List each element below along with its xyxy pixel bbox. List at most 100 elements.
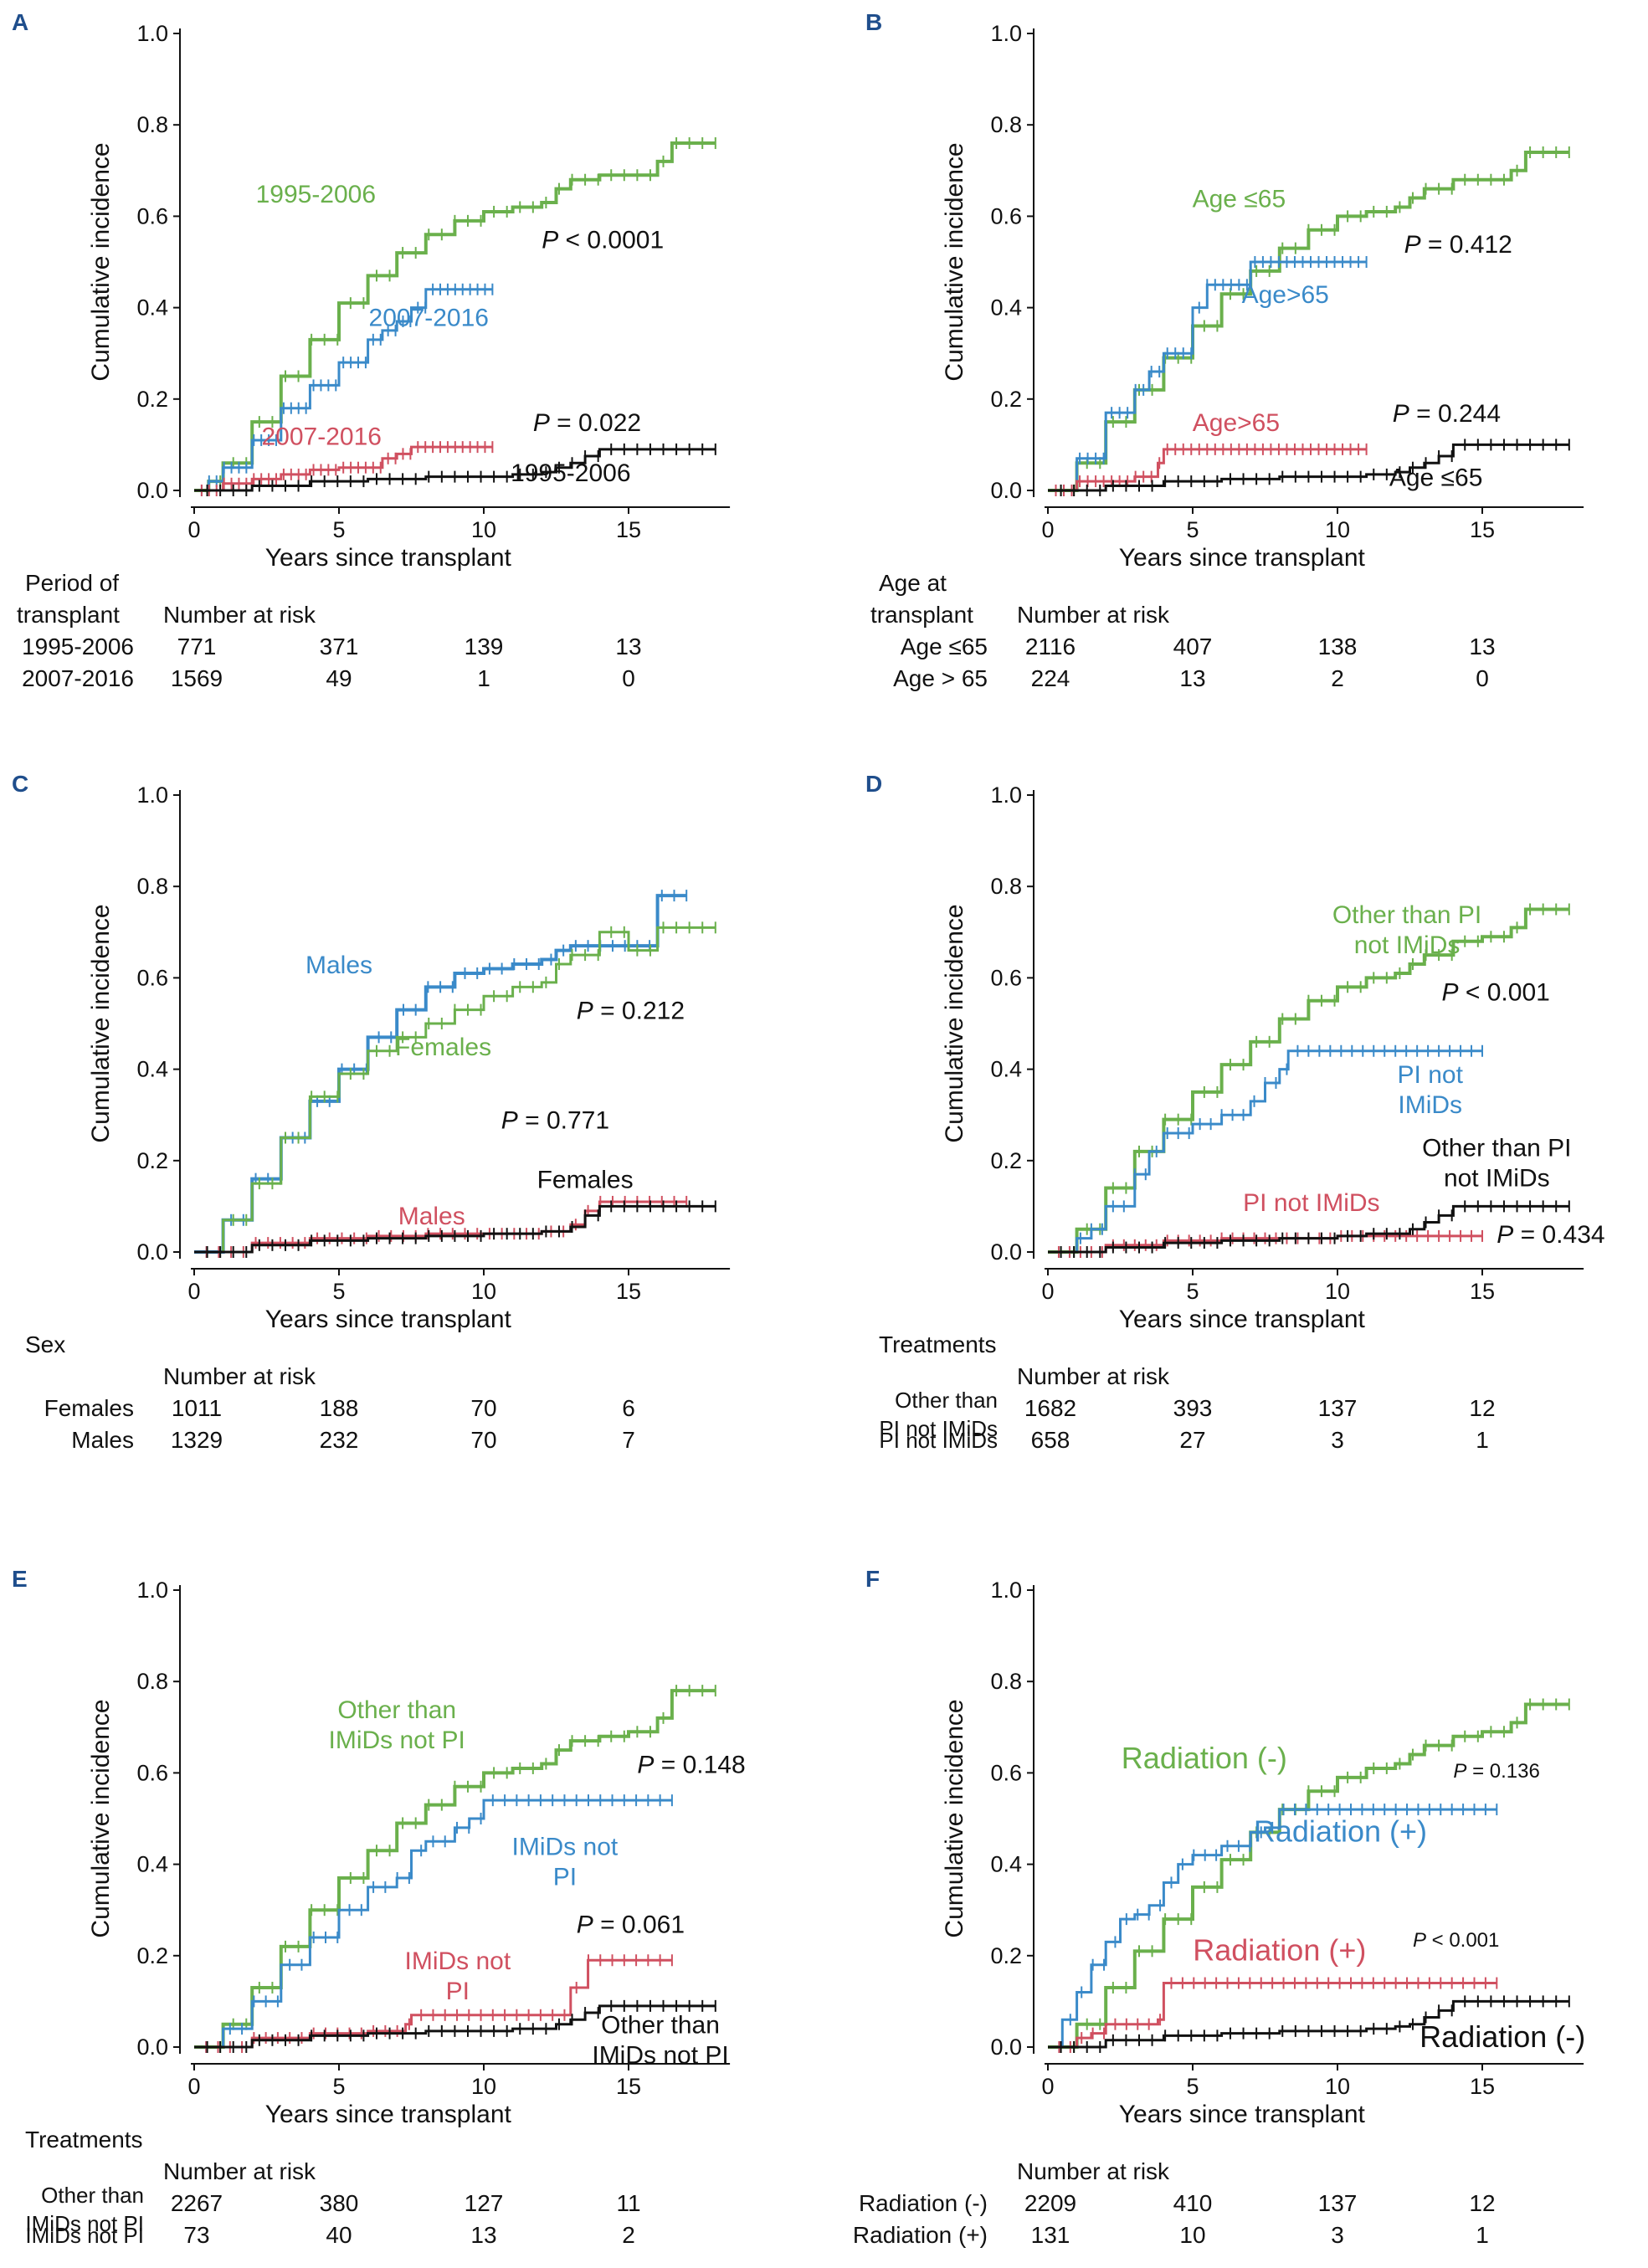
- risk-value: 232: [320, 1427, 359, 1453]
- y-axis-title: Cumulative incidence: [941, 904, 968, 1142]
- risk-value: 40: [326, 2222, 352, 2248]
- risk-value: 2: [1331, 665, 1344, 691]
- x-tick-label: 0: [187, 517, 200, 542]
- risk-title: Number at risk: [1017, 2158, 1170, 2184]
- x-tick-label: 15: [1470, 2074, 1495, 2099]
- risk-value: 2267: [171, 2190, 223, 2216]
- x-tick-label: 10: [471, 517, 496, 542]
- x-tick-label: 0: [187, 1279, 200, 1304]
- x-axis-title: Years since transplant: [1119, 544, 1366, 572]
- series-label: Age>65: [1242, 281, 1329, 309]
- risk-value: 12: [1469, 1395, 1495, 1421]
- risk-row-label: Females: [44, 1395, 134, 1421]
- risk-row-label: Radiation (-): [859, 2190, 988, 2216]
- series-label: Age>65: [1193, 409, 1280, 437]
- p-value: P = 0.771: [501, 1107, 609, 1135]
- risk-value: 1569: [171, 665, 223, 691]
- risk-row-label: Age > 65: [893, 665, 988, 691]
- y-axis-title: Cumulative incidence: [941, 1699, 968, 1937]
- y-tick-label: 0.4: [136, 295, 168, 321]
- risk-row-label: Age ≤65: [901, 634, 988, 659]
- y-tick-label: 1.0: [990, 1578, 1022, 1603]
- series-line-3: [1048, 443, 1569, 492]
- series-line-3: [194, 448, 716, 492]
- risk-value: 139: [465, 634, 504, 659]
- series-line-3: [194, 1204, 716, 1254]
- risk-value: 7: [622, 1427, 635, 1453]
- series-label: Other than PI: [1422, 1134, 1571, 1162]
- x-tick-label: 15: [616, 517, 641, 542]
- y-tick-label: 0.0: [136, 2035, 168, 2060]
- risk-value: 27: [1179, 1427, 1205, 1453]
- series-label: Radiation (+): [1254, 1814, 1427, 1848]
- series-label: not IMiDs: [1444, 1164, 1550, 1192]
- risk-value: 2116: [1025, 634, 1076, 659]
- y-tick-label: 0.4: [990, 1057, 1022, 1082]
- y-tick-label: 0.2: [990, 1148, 1022, 1173]
- x-tick-label: 0: [1041, 2074, 1054, 2099]
- risk-value: 3: [1331, 1427, 1344, 1453]
- y-tick-label: 0.2: [136, 387, 168, 412]
- risk-value: 131: [1031, 2222, 1070, 2248]
- risk-value: 3: [1331, 2222, 1344, 2248]
- risk-value: 0: [1476, 665, 1489, 691]
- risk-value: 0: [622, 665, 635, 691]
- y-tick-label: 1.0: [990, 783, 1022, 808]
- risk-value: 73: [183, 2222, 209, 2248]
- risk-value: 49: [326, 665, 352, 691]
- series-label: 2007-2016: [369, 304, 489, 331]
- series-label: IMiDs not: [405, 1947, 511, 1975]
- y-tick-label: 0.6: [136, 1760, 168, 1785]
- risk-value: 771: [177, 634, 217, 659]
- x-tick-label: 5: [332, 1279, 345, 1304]
- risk-row-label: 1995-2006: [22, 634, 134, 659]
- x-axis-title: Years since transplant: [1119, 2101, 1366, 2128]
- y-axis-title: Cumulative incidence: [87, 904, 115, 1142]
- p-value: P = 0.412: [1404, 231, 1512, 259]
- risk-title: Number at risk: [1017, 602, 1170, 628]
- risk-row-label: Other than: [895, 1388, 998, 1413]
- risk-value: 13: [615, 634, 641, 659]
- series-line-1: [194, 926, 716, 1254]
- series-label: PI not: [1398, 1061, 1464, 1089]
- series-label: 1995-2006: [256, 181, 376, 208]
- x-axis-title: Years since transplant: [265, 2101, 512, 2128]
- risk-value: 10: [1179, 2222, 1205, 2248]
- risk-value: 70: [470, 1427, 496, 1453]
- risk-value: 70: [470, 1395, 496, 1421]
- series-label: Males: [398, 1203, 465, 1230]
- y-tick-label: 0.6: [990, 965, 1022, 990]
- y-tick-label: 0.4: [990, 1852, 1022, 1877]
- y-axis-title: Cumulative incidence: [87, 1699, 115, 1937]
- risk-header: transplant: [870, 602, 973, 628]
- y-tick-label: 0.8: [136, 1669, 168, 1694]
- y-tick-label: 0.8: [136, 112, 168, 137]
- series-label: IMiDs: [1398, 1091, 1462, 1119]
- risk-value: 137: [1318, 1395, 1358, 1421]
- series-label: 1995-2006: [511, 459, 630, 487]
- risk-value: 13: [1469, 634, 1495, 659]
- risk-value: 393: [1173, 1395, 1213, 1421]
- series-line-0: [194, 141, 716, 492]
- y-axis-title: Cumulative incidence: [87, 142, 115, 381]
- series-label: Females: [537, 1167, 634, 1194]
- series-line-1: [1048, 1808, 1497, 2049]
- risk-value: 1: [477, 665, 490, 691]
- series-label: IMiDs not PI: [329, 1727, 465, 1754]
- y-tick-label: 0.0: [136, 1239, 168, 1265]
- y-tick-label: 0.6: [136, 965, 168, 990]
- risk-value: 410: [1173, 2190, 1213, 2216]
- risk-header: Treatments: [25, 2127, 143, 2153]
- x-tick-label: 10: [471, 1279, 496, 1304]
- risk-row-label: 2007-2016: [22, 665, 134, 691]
- p-value: P = 0.148: [637, 1751, 745, 1778]
- x-tick-label: 15: [616, 2074, 641, 2099]
- risk-value: 137: [1318, 2190, 1358, 2216]
- y-axis-title: Cumulative incidence: [941, 142, 968, 381]
- y-tick-label: 0.6: [990, 203, 1022, 228]
- panel-letter: F: [865, 1566, 880, 1592]
- p-value: P = 0.212: [577, 998, 685, 1025]
- risk-value: 1682: [1024, 1395, 1076, 1421]
- x-tick-label: 15: [1470, 517, 1495, 542]
